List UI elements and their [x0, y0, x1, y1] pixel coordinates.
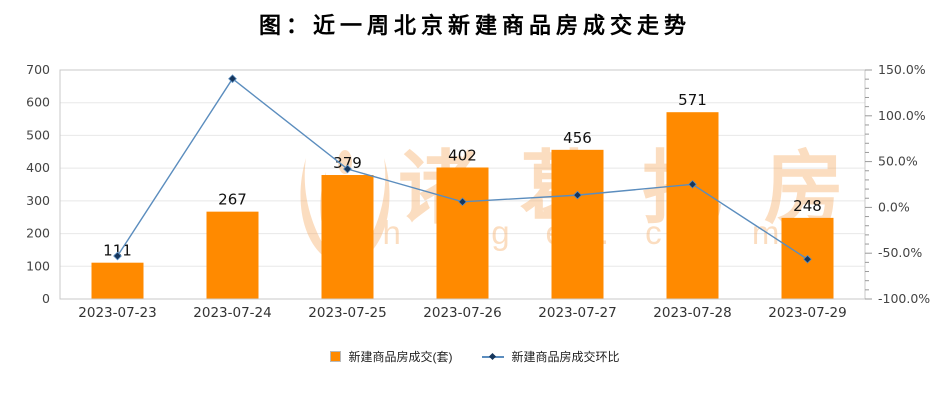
left-axis-tick-label: 300 — [26, 193, 50, 208]
watermark-logo-left-wing-icon — [300, 158, 336, 264]
x-axis-label: 2023-07-28 — [653, 305, 731, 321]
watermark-logo-right-wing-icon — [354, 158, 390, 264]
legend-item-bar-series[interactable]: 新建商品房成交(套) — [330, 348, 452, 365]
legend-item-line-series[interactable]: 新建商品房成交环比 — [482, 348, 620, 365]
right-axis-tick-label: -50.0% — [878, 245, 922, 260]
legend-bar-label: 新建商品房成交(套) — [348, 350, 453, 364]
bar-2023-07-23[interactable] — [91, 262, 144, 299]
line-series-swatch-icon — [482, 352, 505, 361]
bar-value-label: 248 — [793, 197, 822, 215]
bar-2023-07-25[interactable] — [321, 175, 374, 299]
left-axis-tick-label: 400 — [26, 160, 50, 175]
line-marker-2023-07-23[interactable] — [113, 251, 122, 261]
line-marker-2023-07-27[interactable] — [573, 190, 582, 200]
left-axis-tick-label: 200 — [26, 226, 50, 241]
bar-value-label: 379 — [333, 154, 362, 172]
bar-value-label: 456 — [563, 129, 592, 147]
right-axis-tick-label: 150.0% — [878, 62, 926, 77]
chart-title: 图：近一周北京新建商品房成交走势 — [258, 13, 691, 38]
bar-series-swatch-icon — [330, 351, 342, 362]
plot-border — [59, 69, 866, 300]
bar-2023-07-28[interactable] — [666, 112, 719, 299]
bar-2023-07-26[interactable] — [436, 167, 489, 299]
x-axis-label: 2023-07-29 — [768, 305, 846, 321]
right-axis-tick-label: 50.0% — [878, 154, 918, 169]
x-axis-label: 2023-07-26 — [423, 305, 501, 321]
legend-line-diamond-icon — [489, 352, 497, 360]
bar-2023-07-27[interactable] — [551, 149, 604, 299]
line-marker-2023-07-24[interactable] — [228, 74, 237, 84]
line-marker-2023-07-25[interactable] — [343, 164, 352, 174]
line-marker-2023-07-26[interactable] — [458, 197, 467, 207]
left-axis-tick-label: 100 — [26, 258, 50, 273]
right-axis-tick-label: -100.0% — [878, 291, 930, 306]
x-axis-label: 2023-07-25 — [308, 305, 386, 321]
left-axis-tick-label: 500 — [26, 127, 50, 142]
left-axis-tick-label: 600 — [26, 95, 50, 110]
bar-value-label: 571 — [678, 91, 707, 109]
line-marker-2023-07-29[interactable] — [803, 254, 812, 264]
bar-2023-07-24[interactable] — [206, 211, 259, 299]
x-axis-label: 2023-07-23 — [78, 305, 156, 321]
bar-value-label: 402 — [448, 146, 477, 164]
bar-value-label: 267 — [218, 191, 247, 209]
x-axis-label: 2023-07-24 — [193, 305, 271, 321]
x-axis-label: 2023-07-27 — [538, 305, 616, 321]
left-axis-tick-label: 700 — [26, 62, 50, 77]
legend: 新建商品房成交(套) 新建商品房成交环比 — [0, 348, 950, 365]
right-axis-tick-label: 100.0% — [878, 108, 926, 123]
legend-line-label: 新建商品房成交环比 — [511, 350, 620, 364]
right-axis-tick-label: 0.0% — [878, 199, 910, 214]
left-axis-tick-label: 0 — [42, 291, 50, 306]
line-marker-2023-07-28[interactable] — [688, 179, 697, 189]
